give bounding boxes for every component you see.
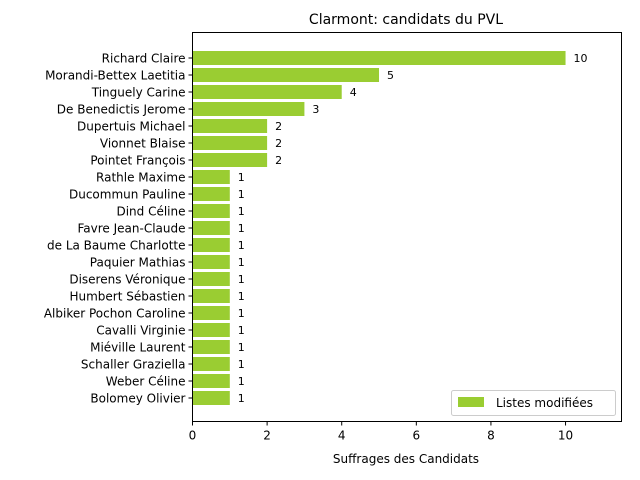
value-label: 1 <box>238 222 245 235</box>
value-label: 1 <box>238 256 245 269</box>
bar <box>192 374 230 388</box>
plot-frame <box>192 32 622 422</box>
x-tick-label: 6 <box>413 429 421 443</box>
x-tick-label: 0 <box>189 429 197 443</box>
value-label: 1 <box>238 358 245 371</box>
value-label: 2 <box>275 137 282 150</box>
bar <box>192 255 230 269</box>
bar <box>192 306 230 320</box>
bar <box>192 221 230 235</box>
category-label: Vionnet Blaise <box>100 137 186 151</box>
chart-title: Clarmont: candidats du PVL <box>309 12 503 28</box>
bar <box>192 204 230 218</box>
value-label: 2 <box>275 154 282 167</box>
bar <box>192 238 230 252</box>
category-label: Rathle Maxime <box>96 171 185 185</box>
legend: Listes modifiées <box>451 390 616 416</box>
x-tick-label: 2 <box>263 429 271 443</box>
bar <box>192 51 566 65</box>
bar <box>192 323 230 337</box>
category-label: Pointet François <box>90 154 185 168</box>
category-label: Humbert Sébastien <box>69 290 185 304</box>
bars-layer <box>192 51 566 405</box>
category-label: Morandi-Bettex Laetitia <box>45 69 185 83</box>
category-label: Ducommun Pauline <box>69 188 186 202</box>
category-label: Cavalli Virginie <box>96 324 185 338</box>
x-axis: 0 2 4 6 8 10 <box>189 421 573 443</box>
category-label: Diserens Véronique <box>69 273 185 287</box>
bar <box>192 170 230 184</box>
x-tick-label: 4 <box>338 429 346 443</box>
legend-box <box>451 390 616 416</box>
category-label: Tinguely Carine <box>91 86 186 100</box>
category-label: Albiker Pochon Caroline <box>44 307 186 321</box>
category-labels: Richard Claire Morandi-Bettex Laetitia Tin… <box>44 52 193 406</box>
bar <box>192 272 230 286</box>
bar <box>192 391 230 405</box>
value-label: 1 <box>238 392 245 405</box>
bar <box>192 187 230 201</box>
category-label: Richard Claire <box>102 52 186 66</box>
value-label: 5 <box>387 69 394 82</box>
value-label: 2 <box>275 120 282 133</box>
value-label: 4 <box>350 86 357 99</box>
bar <box>192 68 380 82</box>
category-label: Bolomey Olivier <box>90 392 185 406</box>
category-label: Weber Céline <box>106 375 186 389</box>
bar <box>192 85 342 99</box>
legend-label: Listes modifiées <box>496 396 593 410</box>
value-labels: 10 5 4 3 2 2 2 1 1 1 1 1 1 1 1 1 1 1 1 1 1 <box>238 52 588 405</box>
bar <box>192 136 268 150</box>
value-label: 1 <box>238 273 245 286</box>
value-label: 1 <box>238 307 245 320</box>
bar <box>192 102 305 116</box>
category-label: Favre Jean-Claude <box>77 222 185 236</box>
value-label: 1 <box>238 188 245 201</box>
x-tick-label: 8 <box>487 429 495 443</box>
category-label: Schaller Graziella <box>81 358 186 372</box>
value-label: 1 <box>238 324 245 337</box>
value-label: 1 <box>238 341 245 354</box>
value-label: 1 <box>238 375 245 388</box>
category-label: De Benedictis Jerome <box>57 103 186 117</box>
category-label: Dind Céline <box>116 205 185 219</box>
value-label: 1 <box>238 290 245 303</box>
bar <box>192 119 268 133</box>
bar <box>192 153 268 167</box>
bar <box>192 340 230 354</box>
category-label: de La Baume Charlotte <box>47 239 186 253</box>
bar <box>192 289 230 303</box>
value-label: 3 <box>312 103 319 116</box>
category-label: Paquier Mathias <box>90 256 186 270</box>
x-tick-label: 10 <box>558 429 573 443</box>
category-label: Dupertuis Michael <box>77 120 185 134</box>
value-label: 1 <box>238 239 245 252</box>
category-label: Miéville Laurent <box>90 341 186 355</box>
value-label: 1 <box>238 205 245 218</box>
value-label: 10 <box>574 52 588 65</box>
legend-swatch <box>458 397 484 407</box>
x-axis-label: Suffrages des Candidats <box>333 452 479 466</box>
value-label: 1 <box>238 171 245 184</box>
bar <box>192 357 230 371</box>
